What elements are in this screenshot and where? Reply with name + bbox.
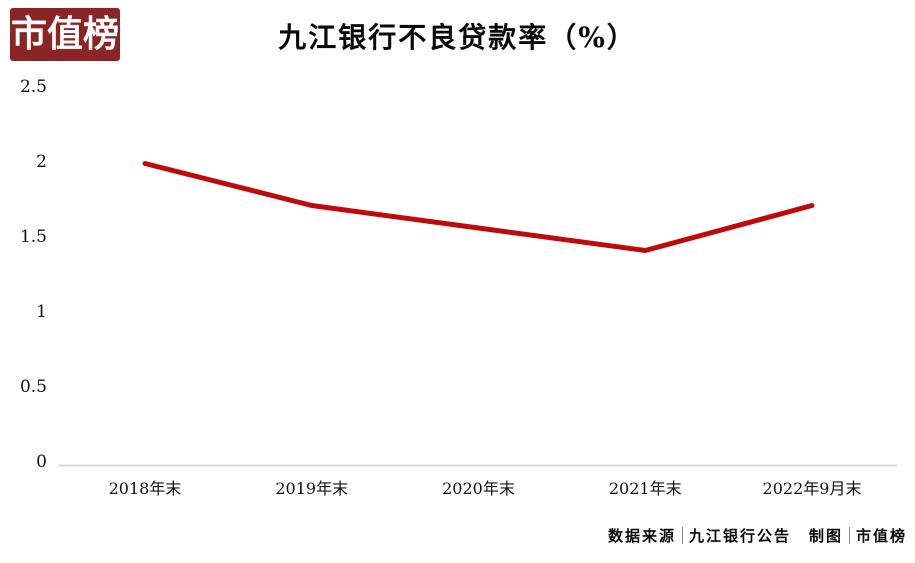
source-value: 九江银行公告 [688, 527, 791, 545]
y-axis-labels: 0 0.5 1 1.5 2 2.5 [0, 0, 47, 563]
x-tick-label: 2022年9月末 [762, 479, 862, 498]
divider-bar [848, 527, 850, 544]
divider-bar [681, 527, 683, 544]
y-tick-label: 1.5 [19, 227, 47, 247]
credit-value: 市值榜 [855, 527, 907, 545]
chart-title: 九江银行不良贷款率（%） [278, 21, 637, 54]
y-tick-label: 2 [36, 152, 47, 172]
y-tick-label: 1 [36, 302, 47, 322]
y-tick-label: 2.5 [19, 77, 47, 97]
y-tick-label: 0.5 [19, 377, 47, 397]
credit-label: 制图 [808, 527, 843, 545]
x-tick-label: 2018年末 [108, 479, 182, 498]
source-credit-line: 数据来源 九江银行公告 制图 市值榜 [608, 525, 907, 546]
shizhibang-logo: 市值榜 [10, 8, 120, 61]
npl-rate-line [142, 161, 815, 253]
y-tick-label: 0 [36, 452, 47, 472]
x-tick-label: 2019年末 [275, 479, 349, 498]
x-tick-label: 2021年末 [608, 479, 682, 498]
source-label: 数据来源 [607, 527, 676, 545]
x-tick-label: 2020年末 [442, 479, 515, 498]
